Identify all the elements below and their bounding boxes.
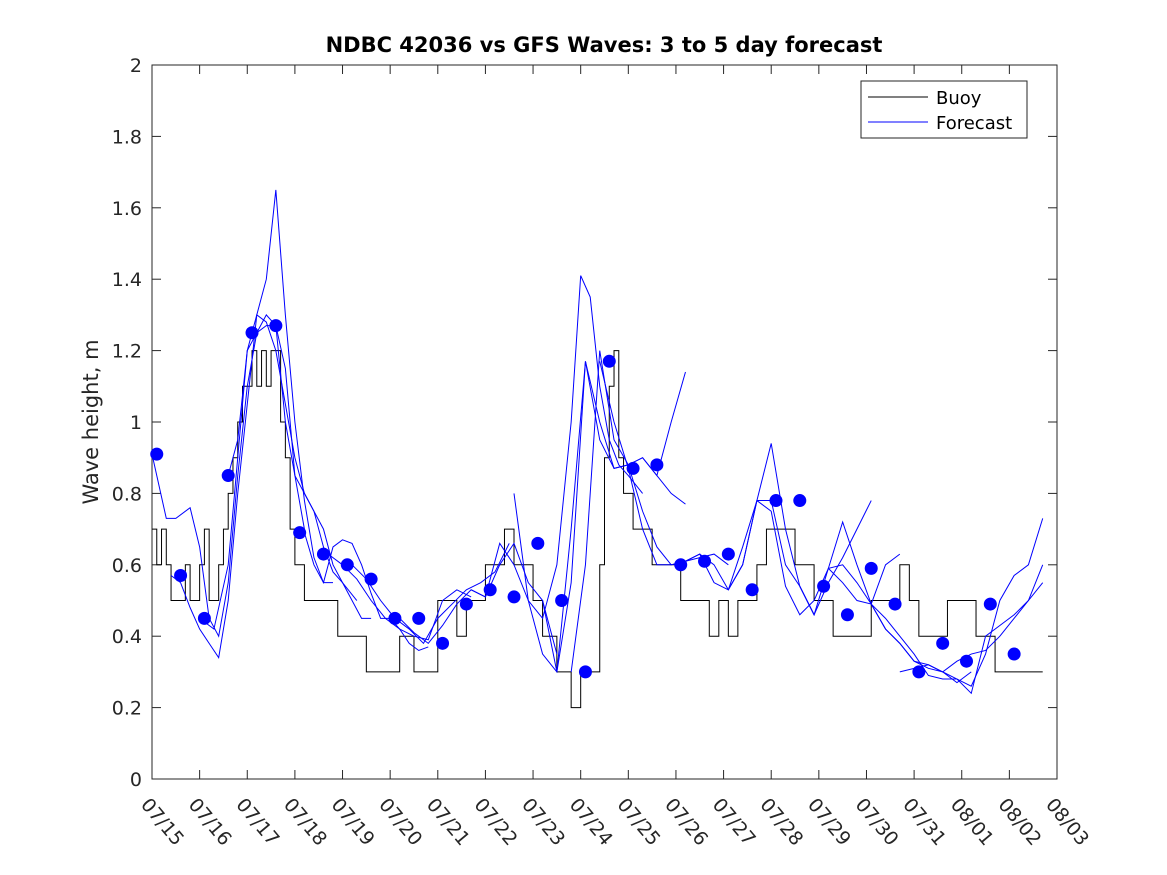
forecast-series-line [685, 443, 815, 616]
forecast-marker [674, 558, 688, 572]
forecast-marker [793, 494, 807, 508]
forecast-marker [293, 526, 307, 540]
legend-buoy-label: Buoy [936, 88, 982, 109]
forecast-marker [269, 319, 283, 333]
forecast-marker [1007, 647, 1021, 661]
chart-title: NDBC 42036 vs GFS Waves: 3 to 5 day fore… [326, 33, 883, 57]
forecast-marker [960, 654, 973, 668]
forecast-marker [412, 611, 426, 625]
forecast-marker [197, 611, 211, 625]
y-tick-label: 1 [130, 412, 142, 434]
y-tick-label: 1.2 [112, 341, 142, 363]
forecast-marker [936, 636, 950, 650]
forecast-marker [150, 447, 164, 461]
forecast-marker [888, 597, 902, 611]
forecast-marker [364, 572, 378, 586]
forecast-marker [459, 597, 473, 611]
legend-forecast-label: Forecast [936, 113, 1012, 134]
forecast-marker [316, 547, 330, 561]
forecast-marker [507, 590, 521, 604]
forecast-marker [626, 461, 640, 475]
forecast-marker [221, 469, 235, 483]
forecast-marker [840, 608, 854, 622]
forecast-marker [650, 458, 664, 472]
forecast-series-line [542, 361, 686, 672]
forecast-marker [769, 494, 783, 508]
forecast-marker [388, 611, 402, 625]
forecast-marker [817, 579, 831, 593]
y-tick-label: 1.8 [112, 126, 142, 148]
forecast-marker [912, 665, 926, 679]
legend: Buoy Forecast [860, 80, 1028, 139]
forecast-marker [483, 583, 497, 597]
buoy-series-line [152, 350, 1043, 709]
forecast-series-line [151, 314, 305, 638]
y-tick-label: 1.6 [112, 198, 142, 220]
forecast-marker [745, 583, 759, 597]
plot-area [151, 64, 1058, 780]
forecast-series-line [899, 564, 1044, 673]
forecast-series-line [227, 325, 372, 619]
forecast-marker [174, 569, 188, 583]
forecast-series-line [327, 553, 472, 641]
forecast-marker [245, 326, 259, 340]
forecast-series-line [870, 582, 1044, 695]
forecast-marker [578, 665, 592, 679]
forecast-marker [531, 536, 545, 550]
y-tick-label: 2 [130, 55, 142, 77]
y-axis: 0 0.2 0.4 0.6 0.8 1 1.2 1.4 1.6 1.8 2 [112, 55, 1057, 791]
forecast-series-line [170, 189, 333, 659]
forecast-marker [602, 354, 616, 368]
series-layer [150, 189, 1044, 709]
y-tick-label: 0 [130, 769, 142, 791]
y-axis-label: Wave height, m [79, 339, 103, 504]
forecast-marker [555, 594, 569, 607]
y-tick-label: 0.4 [112, 626, 142, 648]
forecast-marker [340, 558, 354, 572]
y-tick-label: 0.8 [112, 483, 142, 505]
y-tick-label: 1.4 [112, 269, 142, 291]
legend-box [860, 80, 1028, 139]
y-tick-label: 0.6 [112, 555, 142, 577]
y-tick-label: 0.2 [112, 698, 142, 720]
forecast-series-line [470, 361, 629, 674]
forecast-marker [721, 547, 735, 561]
forecast-series-line [351, 543, 510, 645]
forecast-marker [864, 561, 878, 575]
forecast-marker [983, 597, 997, 611]
forecast-marker [436, 636, 450, 650]
forecast-marker [698, 554, 712, 568]
forecast-series-line [828, 518, 1044, 687]
